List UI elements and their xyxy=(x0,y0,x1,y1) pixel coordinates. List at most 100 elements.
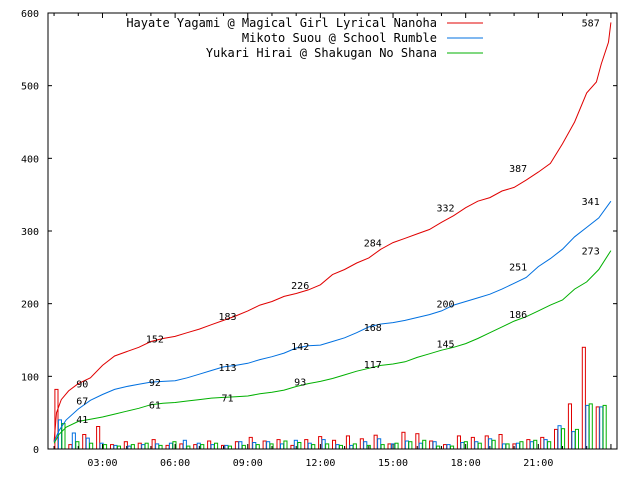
hourly-bar xyxy=(352,443,357,450)
hourly-bar xyxy=(571,431,576,450)
hourly-bar xyxy=(599,406,604,450)
hourly-bar xyxy=(543,439,548,450)
hourly-bar xyxy=(325,443,330,450)
hourly-bar xyxy=(380,444,385,450)
hourly-bar xyxy=(165,444,170,450)
hourly-bar xyxy=(377,438,382,450)
hourly-bar xyxy=(585,404,590,450)
data-label: 145 xyxy=(436,340,454,351)
hourly-bar xyxy=(394,442,399,450)
hourly-bar xyxy=(345,435,350,450)
data-label: 587 xyxy=(582,18,600,29)
hourly-bar xyxy=(283,440,288,450)
data-label: 387 xyxy=(509,164,527,175)
series-line-3 xyxy=(53,250,612,444)
hourly-bar xyxy=(155,443,160,450)
plot-frame xyxy=(47,12,618,450)
series-line-2 xyxy=(53,200,612,442)
data-label: 92 xyxy=(149,378,161,389)
hourly-bar xyxy=(304,439,309,450)
hourly-bar xyxy=(335,444,340,450)
y-tick-label: 300 xyxy=(21,227,39,238)
hourly-bar xyxy=(321,439,326,450)
hourly-bar xyxy=(460,442,465,450)
hourly-bar xyxy=(432,441,437,450)
hourly-bar xyxy=(540,436,545,450)
hourly-bar xyxy=(71,432,76,450)
hourly-bar xyxy=(210,444,215,450)
data-label: 168 xyxy=(364,323,382,334)
y-tick-label: 200 xyxy=(21,300,39,311)
hourly-bar xyxy=(373,434,378,450)
hourly-bar xyxy=(574,428,580,450)
y-tick-label: 0 xyxy=(33,445,39,456)
hourly-bar xyxy=(519,441,524,450)
data-label: 117 xyxy=(364,360,382,371)
legend: Hayate Yagami @ Magical Girl Lyrical Nan… xyxy=(126,16,483,60)
hourly-bar xyxy=(144,442,149,450)
data-label: 273 xyxy=(582,247,600,258)
hourly-bar xyxy=(588,403,593,450)
series-line-1 xyxy=(53,22,612,442)
hourly-bar xyxy=(297,442,302,450)
hourly-bar xyxy=(241,444,246,450)
hourly-bar xyxy=(505,443,510,450)
hourly-bars xyxy=(54,346,607,450)
hourly-bar xyxy=(363,441,368,450)
data-label: 332 xyxy=(436,204,454,215)
hourly-bar xyxy=(446,444,451,450)
hourly-bar xyxy=(130,444,135,450)
legend-label: Mikoto Suou @ School Rumble xyxy=(242,31,437,45)
hourly-bar xyxy=(82,434,87,450)
data-label: 200 xyxy=(436,300,454,311)
x-tick-label: 12:00 xyxy=(305,458,335,469)
hourly-bar xyxy=(255,444,260,450)
hourly-bar xyxy=(429,440,434,450)
hourly-bar xyxy=(557,425,562,450)
hourly-bar xyxy=(137,442,142,450)
series-lines xyxy=(53,22,612,444)
hourly-bar xyxy=(307,442,312,450)
hourly-bar xyxy=(561,428,566,450)
hourly-bar xyxy=(89,442,94,450)
hourly-bar xyxy=(182,439,187,450)
hourly-bar xyxy=(477,442,482,450)
hourly-bar xyxy=(470,436,475,450)
hourly-bar xyxy=(103,444,108,450)
hourly-bar xyxy=(68,444,73,450)
data-label: 61 xyxy=(149,401,161,412)
hourly-bar xyxy=(248,436,253,450)
data-label: 251 xyxy=(509,263,527,274)
hourly-bar xyxy=(311,444,316,450)
hourly-bar xyxy=(96,426,101,450)
data-label: 284 xyxy=(364,239,382,250)
hourly-bar xyxy=(456,435,461,450)
hourly-bar xyxy=(443,444,448,450)
hourly-bar xyxy=(554,428,559,450)
hourly-bar xyxy=(484,435,489,450)
hourly-bar xyxy=(567,403,573,450)
hourly-bar xyxy=(207,440,212,450)
hourly-bar xyxy=(113,444,118,450)
hourly-bar xyxy=(224,444,229,450)
data-label: 341 xyxy=(582,197,600,208)
hourly-bar xyxy=(581,346,586,450)
x-axis: 03:00 06:00 09:00 12:00 15:00 18:00 21:00 xyxy=(53,13,612,469)
data-label: 183 xyxy=(218,312,236,323)
hourly-bar xyxy=(401,431,406,450)
hourly-bar xyxy=(158,444,163,450)
data-label: 113 xyxy=(218,363,236,374)
x-tick-label: 18:00 xyxy=(451,458,481,469)
x-tick-label: 09:00 xyxy=(233,458,263,469)
hourly-bar xyxy=(502,443,507,450)
hourly-bar xyxy=(110,444,115,450)
hourly-bar xyxy=(290,444,295,450)
x-tick-label: 21:00 xyxy=(523,458,553,469)
data-label: 226 xyxy=(291,281,309,292)
hourly-bar xyxy=(61,423,66,450)
data-labels: 90 152 183 226 284 332 387 587 67 92 113 142 168 200 2… xyxy=(76,18,599,426)
x-tick-label: 03:00 xyxy=(87,458,117,469)
hourly-bar xyxy=(151,439,156,450)
legend-label: Yukari Hirai @ Shakugan No Shana xyxy=(206,46,437,60)
